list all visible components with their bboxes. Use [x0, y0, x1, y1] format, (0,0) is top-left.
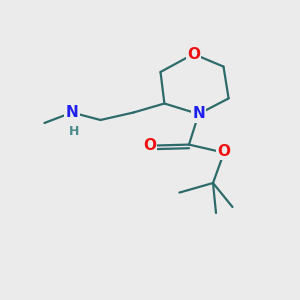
Text: O: O — [187, 46, 200, 62]
Text: H: H — [69, 124, 79, 138]
Text: O: O — [143, 138, 156, 153]
Text: O: O — [217, 144, 230, 159]
Text: N: N — [66, 105, 78, 120]
Text: N: N — [192, 106, 205, 122]
